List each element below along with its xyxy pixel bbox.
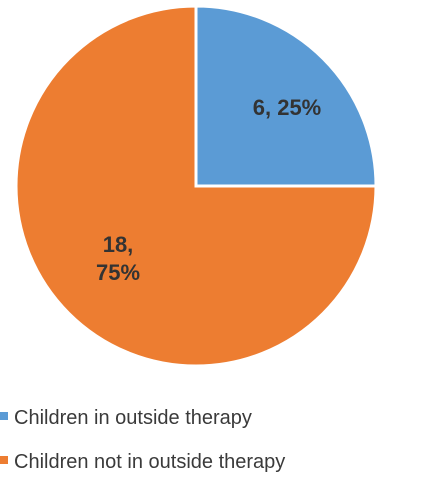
slice-label-1: 6, 25% [253,95,322,120]
slice-label-line: 18, [103,232,134,257]
pie-slice-2 [14,4,378,368]
pie-slice-1 [194,4,378,188]
pie-slices [14,4,378,368]
legend-swatch-2 [0,456,8,464]
legend-label-1: Children in outside therapy [14,407,252,429]
slice-label-2: 18, 75% [96,232,140,285]
legend-swatch-1 [0,412,8,420]
legend: Children in outside therapy Children not … [0,407,285,473]
pie-slice-labels: 6, 25%18, 75% [96,95,321,285]
slice-label-line: 6, 25% [253,95,322,120]
slice-label-line: 75% [96,260,140,285]
legend-label-2: Children not in outside therapy [14,451,285,473]
